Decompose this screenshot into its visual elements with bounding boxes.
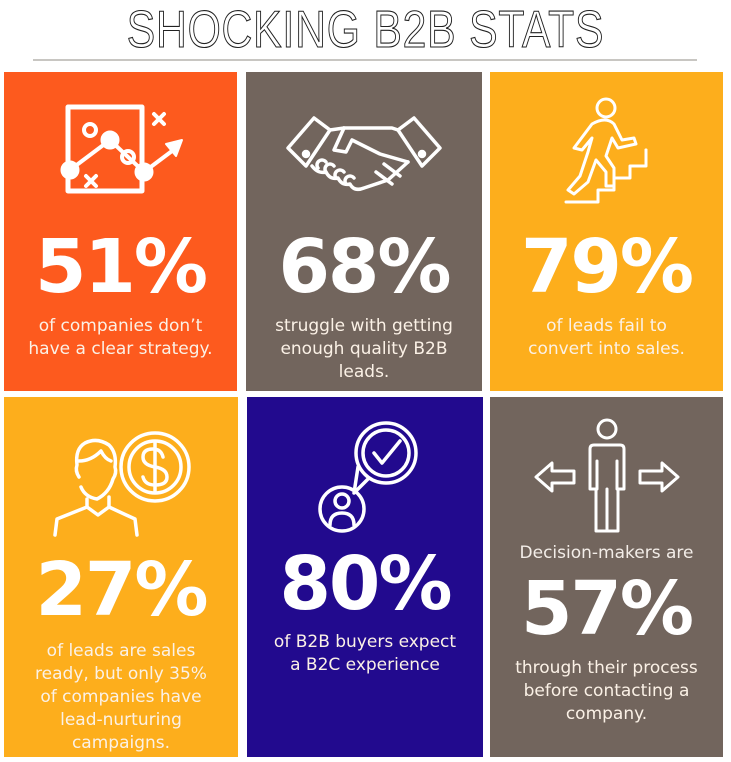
stat-card-conversion: 79% of leads fail to convert into sales. [490, 72, 723, 391]
desc-line: of B2B buyers expect [273, 632, 457, 652]
stat-description: of leads fail to convert into sales. [490, 315, 723, 361]
stat-value: 80% [279, 541, 452, 627]
desc-line: leads. [338, 362, 390, 382]
stat-description: of B2B buyers expect a B2C experience [247, 631, 483, 677]
stat-description: of leads are sales ready, but only 35% o… [4, 640, 238, 755]
stat-description: of companies don’t have a clear strategy… [4, 315, 237, 361]
desc-line: campaigns. [71, 733, 171, 753]
desc-line: a B2C experience [290, 655, 440, 675]
strategy-board-icon [4, 102, 237, 197]
stat-card-sales-ready: 27% of leads are sales ready, but only 3… [4, 397, 238, 757]
person-decision-arrows-icon [490, 417, 723, 535]
desc-line: before contacting a [523, 681, 690, 701]
stat-value: 79% [520, 224, 694, 310]
desc-line: enough quality B2B [280, 339, 448, 359]
desc-line: lead-nurturing [60, 710, 182, 730]
desc-line: company. [565, 704, 648, 724]
stat-value: 51% [34, 224, 208, 310]
stat-value: 27% [35, 547, 208, 633]
user-checkmark-bubble-icon [247, 407, 483, 537]
desc-line: of companies have [40, 687, 202, 707]
climbing-stairs-icon [490, 94, 723, 206]
stat-card-b2c-experience: 80% of B2B buyers expect a B2C experienc… [247, 397, 483, 757]
stat-prefix: Decision-makers are [519, 543, 694, 563]
stat-description: struggle with getting enough quality B2B… [246, 315, 482, 384]
stat-value: 57% [520, 566, 694, 652]
desc-line: of leads fail to [546, 316, 667, 336]
handshake-icon [246, 110, 482, 200]
desc-line: ready, but only 35% [35, 664, 207, 684]
stat-card-decision-makers: Decision-makers are 57% through their pr… [490, 397, 723, 757]
person-dollar-coin-icon [4, 415, 238, 539]
desc-line: convert into sales. [528, 339, 685, 359]
desc-line: of leads are sales [46, 641, 196, 661]
stat-description: through their process before contacting … [490, 657, 723, 726]
stat-value: 68% [278, 224, 451, 310]
title-divider [33, 59, 697, 61]
stat-card-leads-quality: 68% struggle with getting enough quality… [246, 72, 482, 391]
desc-line: struggle with getting [275, 316, 453, 336]
page-title: SHOCKING B2B STATS [126, 1, 605, 59]
desc-line: through their process [515, 658, 698, 678]
desc-line: have a clear strategy. [28, 339, 213, 359]
stat-card-strategy: 51% of companies don’t have a clear stra… [4, 72, 237, 391]
desc-line: of companies don’t [38, 316, 203, 336]
